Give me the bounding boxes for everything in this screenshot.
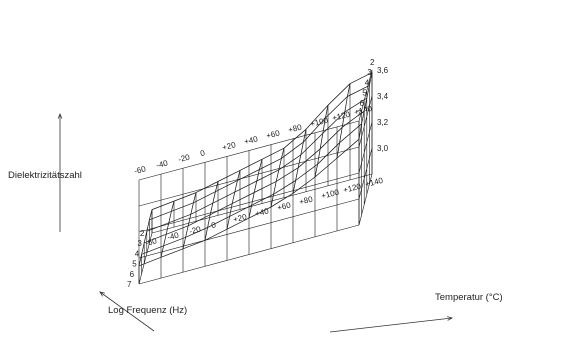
back-wall-hline: [138, 120, 360, 181]
y-tick-label-top: +40: [243, 134, 259, 146]
x-axis-arrow-head: [99, 291, 105, 297]
y-tick-label-top: 0: [199, 148, 206, 158]
left-base-edge: [138, 232, 153, 285]
surface-line-y: [358, 72, 373, 140]
x-tick-label-left: 5: [132, 260, 137, 269]
z-axis-label: Dielektrizitätszahl: [8, 170, 82, 181]
y-tick-label-top: +120: [331, 110, 351, 123]
x-tick-label-right: 6: [360, 99, 365, 108]
x-tick-label-right: 7: [357, 109, 362, 118]
right-wall-hline: [358, 147, 373, 200]
right-wall-hline: [358, 121, 373, 174]
y-tick-label-bottom: +40: [254, 206, 270, 218]
z-tick-label: 3,6: [377, 66, 389, 75]
y-tick-label-top: -40: [155, 158, 169, 170]
z-axis-arrow-head: [57, 112, 63, 119]
y-tick-label-bottom: 0: [210, 220, 217, 230]
right-wall-hline: [358, 69, 373, 122]
z-tick-label: 3,4: [377, 92, 389, 101]
y-tick-label-top: -60: [133, 164, 147, 176]
y-tick-label-top: +80: [287, 122, 303, 134]
x-tick-label-right: 2: [370, 58, 375, 67]
y-tick-label-top: +20: [221, 140, 237, 152]
y-tick-label-bottom: +60: [276, 200, 292, 212]
y-tick-label-bottom: +80: [298, 194, 314, 206]
y-axis-label: Temperatur (°C): [435, 292, 503, 303]
x-tick-label-left: 4: [135, 249, 140, 258]
back-wall-hline: [138, 224, 360, 285]
surface-line-y: [248, 159, 263, 219]
x-tick-label-right: 4: [365, 78, 370, 87]
surface-line-y: [138, 209, 153, 266]
y-tick-label-top: +100: [309, 116, 329, 129]
surface-mesh: [138, 72, 373, 267]
x-tick-label-right: 5: [362, 89, 367, 98]
back-wall-hline: [138, 172, 360, 233]
y-tick-label-bottom: -40: [166, 230, 180, 242]
y-tick-label-top: +140: [353, 104, 373, 117]
z-tick-label: 3,0: [377, 144, 389, 153]
surface-line-y: [292, 129, 307, 194]
back-wall-hline: [138, 146, 360, 207]
surface-line-y: [314, 105, 329, 178]
y-tick-label-bottom: +100: [320, 188, 340, 201]
y-tick-label-top: -20: [177, 152, 191, 164]
tick-labels: -60 -60 -40 -40 -20 -20 0 0 +20 +20 +40 +40 +60 +60 +8…: [127, 58, 389, 289]
x-tick-label-left: 2: [140, 229, 145, 238]
surface-line-y: [336, 83, 351, 159]
box-gridlines: [138, 69, 373, 285]
surface-line-y: [182, 192, 197, 249]
right-wall-hline: [358, 173, 373, 226]
axis-arrows: [57, 112, 454, 333]
right-wall-hline: [358, 95, 373, 148]
y-axis-arrow: [329, 317, 453, 333]
surface-line-y: [226, 170, 241, 230]
x-tick-label-left: 6: [130, 270, 135, 279]
x-tick-label-left: 7: [127, 280, 132, 289]
x-tick-label-left: 3: [137, 239, 142, 248]
y-tick-label-bottom: +140: [364, 176, 384, 189]
y-tick-label-bottom: +20: [232, 212, 248, 224]
surface-line-y: [270, 148, 285, 208]
back-wall-hline: [138, 198, 360, 259]
surface-line-y: [160, 201, 175, 258]
y-tick-label-top: +60: [265, 128, 281, 140]
y-axis-arrow-head: [447, 316, 454, 321]
x-tick-label-right: 3: [367, 68, 372, 77]
surface-line-y: [204, 181, 219, 241]
y-tick-label-bottom: -20: [188, 224, 202, 236]
y-tick-label-bottom: +120: [342, 182, 362, 195]
x-axis-arrow: [99, 291, 155, 332]
x-axis-label: Log Frequenz (Hz): [108, 305, 187, 316]
surface-line-x: [144, 110, 365, 244]
y-tick-label-bottom: -60: [144, 236, 158, 248]
z-tick-label: 3,2: [377, 118, 389, 127]
